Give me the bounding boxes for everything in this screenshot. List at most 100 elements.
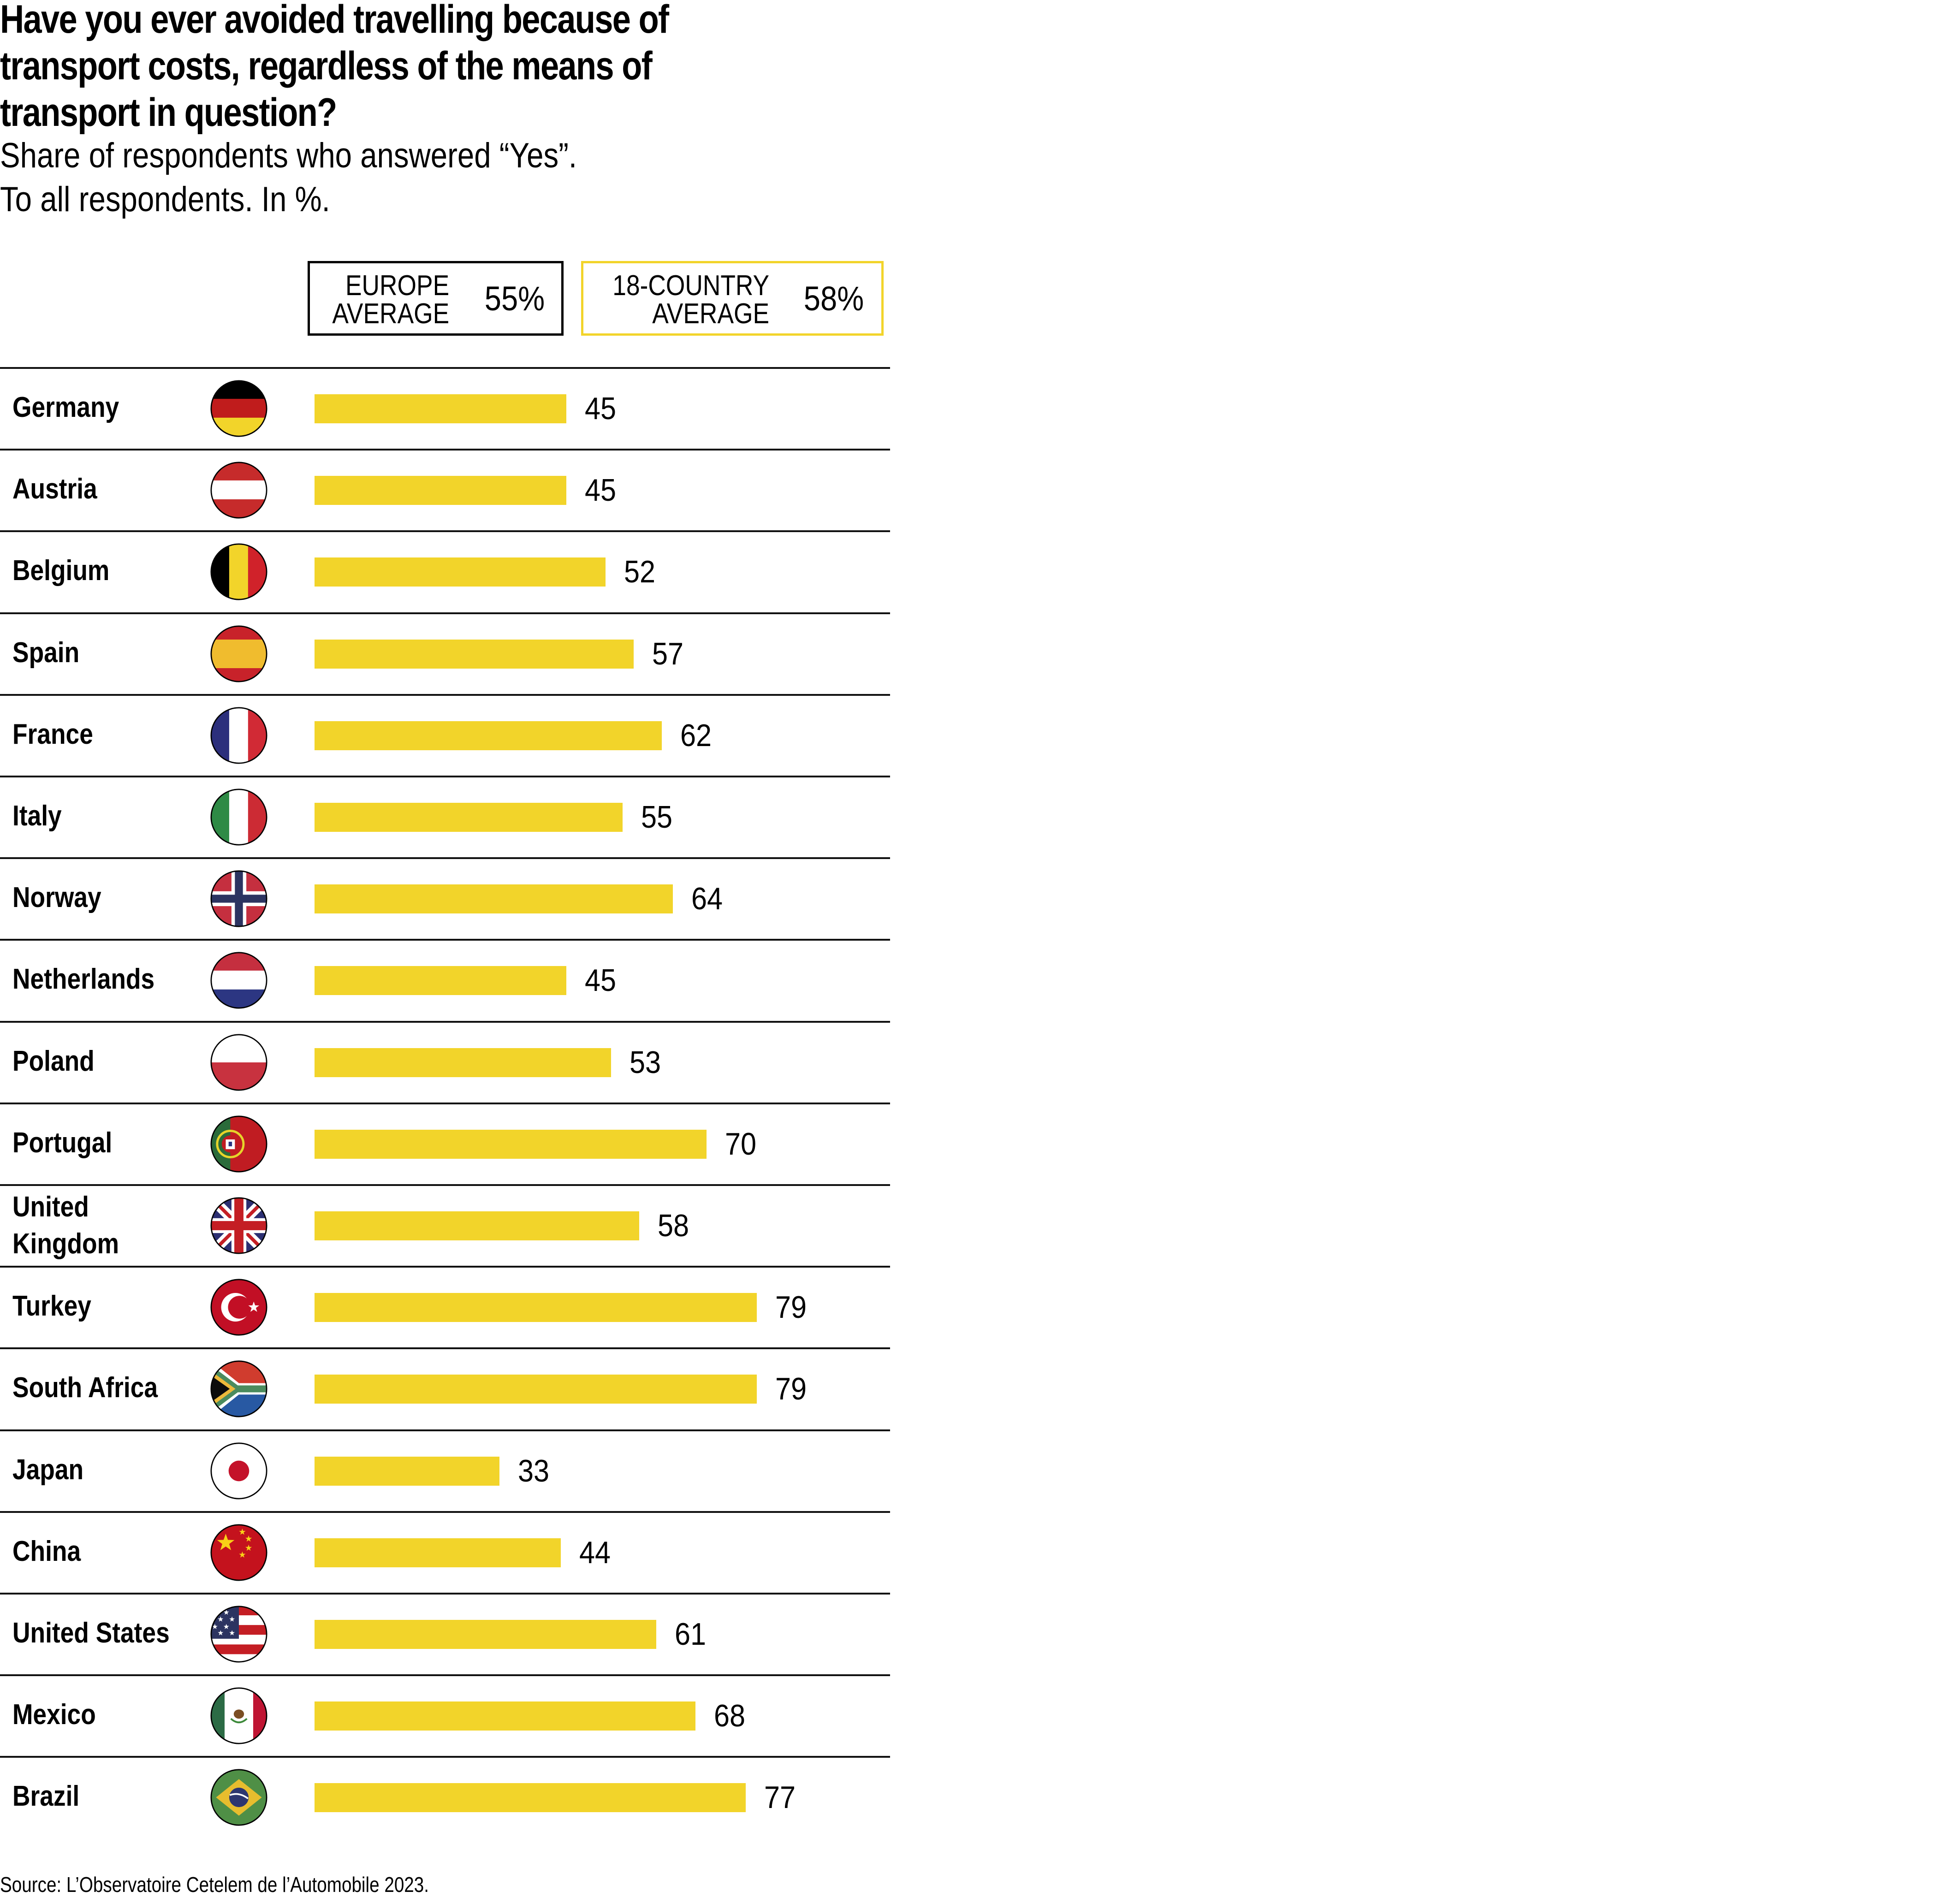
france-flag-icon bbox=[210, 707, 267, 764]
row-divider bbox=[0, 1756, 890, 1758]
bar bbox=[315, 1620, 656, 1649]
legend-18-country-label: 18-COUNTRY AVERAGE bbox=[612, 272, 769, 328]
bar bbox=[315, 966, 567, 996]
legend-europe-label: EUROPE AVERAGE bbox=[332, 272, 449, 328]
source-note: Source: L’Observatoire Cetelem de l’Auto… bbox=[0, 1873, 429, 1897]
bar-value-label: 70 bbox=[725, 1126, 756, 1162]
row-divider bbox=[0, 449, 890, 451]
table-row: Germany 45 bbox=[0, 367, 890, 450]
bar bbox=[315, 1293, 757, 1322]
bar-value-label: 68 bbox=[713, 1698, 745, 1734]
bar bbox=[315, 1538, 561, 1567]
legend-label-line: AVERAGE bbox=[652, 298, 769, 330]
country-label: Japan bbox=[12, 1452, 83, 1488]
japan-flag-icon bbox=[210, 1442, 267, 1500]
spain-flag-icon bbox=[210, 625, 267, 682]
row-divider bbox=[0, 1511, 890, 1513]
bar bbox=[315, 639, 634, 669]
row-divider bbox=[0, 1020, 890, 1023]
germany-flag-icon bbox=[210, 380, 267, 437]
country-label-line: Norway bbox=[12, 882, 101, 914]
row-divider bbox=[0, 1184, 890, 1186]
row-divider bbox=[0, 776, 890, 777]
legend-label-line: AVERAGE bbox=[332, 298, 449, 330]
table-row: Netherlands 45 bbox=[0, 939, 890, 1021]
row-divider bbox=[0, 939, 890, 941]
row-divider bbox=[0, 1266, 890, 1268]
country-label-line: Japan bbox=[12, 1453, 84, 1486]
legend-europe-value: 55% bbox=[484, 279, 545, 318]
country-label: Portugal bbox=[12, 1125, 112, 1162]
country-label: China bbox=[12, 1533, 81, 1570]
table-row: Brazil 77 bbox=[0, 1756, 890, 1838]
bar bbox=[315, 394, 567, 423]
bar-value-label: 45 bbox=[585, 473, 617, 508]
bar-value-label: 58 bbox=[658, 1208, 689, 1243]
bar-value-label: 64 bbox=[691, 881, 723, 917]
bar bbox=[315, 1783, 746, 1813]
table-row: United States 61 bbox=[0, 1593, 890, 1675]
bar-value-label: 33 bbox=[517, 1453, 549, 1488]
bar bbox=[315, 1456, 499, 1486]
bar-value-label: 62 bbox=[680, 717, 712, 753]
legend-18-country-average: 18-COUNTRY AVERAGE 58% bbox=[581, 261, 884, 336]
row-divider bbox=[0, 1674, 890, 1677]
bar-value-label: 45 bbox=[585, 963, 617, 998]
poland-flag-icon bbox=[210, 1034, 267, 1091]
chart-title: Have you ever avoided travelling because… bbox=[0, 0, 669, 136]
portugal-flag-icon bbox=[210, 1115, 267, 1173]
uk-flag-icon bbox=[210, 1197, 267, 1254]
row-divider bbox=[0, 612, 890, 614]
bar bbox=[315, 1701, 695, 1731]
country-label: Italy bbox=[12, 798, 62, 835]
country-label-line: Turkey bbox=[12, 1290, 91, 1322]
country-label-line: Austria bbox=[12, 473, 97, 505]
country-label-line: Spain bbox=[12, 636, 80, 669]
bar-value-label: 53 bbox=[630, 1044, 661, 1080]
table-row: Norway 64 bbox=[0, 857, 890, 940]
title-line: transport in question? bbox=[0, 90, 337, 135]
table-row: Portugal 70 bbox=[0, 1102, 890, 1185]
bar bbox=[315, 476, 567, 505]
table-row: Mexico 68 bbox=[0, 1674, 890, 1757]
country-label-line: Germany bbox=[12, 391, 119, 423]
country-label-line: Netherlands bbox=[12, 963, 155, 996]
country-label: South Africa bbox=[12, 1369, 158, 1406]
legend-18-country-value: 58% bbox=[803, 279, 864, 318]
table-row: Turkey 79 bbox=[0, 1266, 890, 1348]
row-divider bbox=[0, 1429, 890, 1431]
title-line: transport costs, regardless of the means… bbox=[0, 44, 653, 88]
table-row: Belgium 52 bbox=[0, 530, 890, 613]
country-label: Spain bbox=[12, 634, 79, 671]
turkey-flag-icon bbox=[210, 1279, 267, 1336]
row-divider bbox=[0, 1347, 890, 1350]
bar bbox=[315, 1211, 640, 1240]
bar bbox=[315, 557, 606, 587]
table-row: Poland 53 bbox=[0, 1020, 890, 1103]
row-divider bbox=[0, 367, 890, 369]
table-row: Italy 55 bbox=[0, 776, 890, 858]
country-label-line: France bbox=[12, 718, 93, 750]
bar-value-label: 77 bbox=[764, 1780, 796, 1815]
country-label: Austria bbox=[12, 471, 97, 508]
country-label: Netherlands bbox=[12, 961, 154, 998]
country-label: Mexico bbox=[12, 1696, 96, 1733]
country-label: Poland bbox=[12, 1043, 95, 1080]
bar-value-label: 79 bbox=[775, 1371, 807, 1407]
row-divider bbox=[0, 857, 890, 860]
title-line: Have you ever avoided travelling because… bbox=[0, 0, 669, 41]
country-label-line: Mexico bbox=[12, 1699, 96, 1731]
italy-flag-icon bbox=[210, 788, 267, 846]
table-row: China 44 bbox=[0, 1511, 890, 1594]
brazil-flag-icon bbox=[210, 1769, 267, 1826]
subtitle-line: Share of respondents who answered “Yes”. bbox=[0, 136, 577, 175]
bar-value-label: 44 bbox=[579, 1535, 611, 1570]
bar bbox=[315, 1129, 707, 1159]
bar-value-label: 57 bbox=[652, 636, 684, 671]
bar bbox=[315, 721, 662, 750]
usa-flag-icon bbox=[210, 1606, 267, 1663]
legend-label-line: EUROPE bbox=[345, 270, 449, 302]
table-row: Spain 57 bbox=[0, 612, 890, 695]
country-label-line: South Africa bbox=[12, 1372, 158, 1404]
bar-value-label: 55 bbox=[641, 800, 672, 835]
